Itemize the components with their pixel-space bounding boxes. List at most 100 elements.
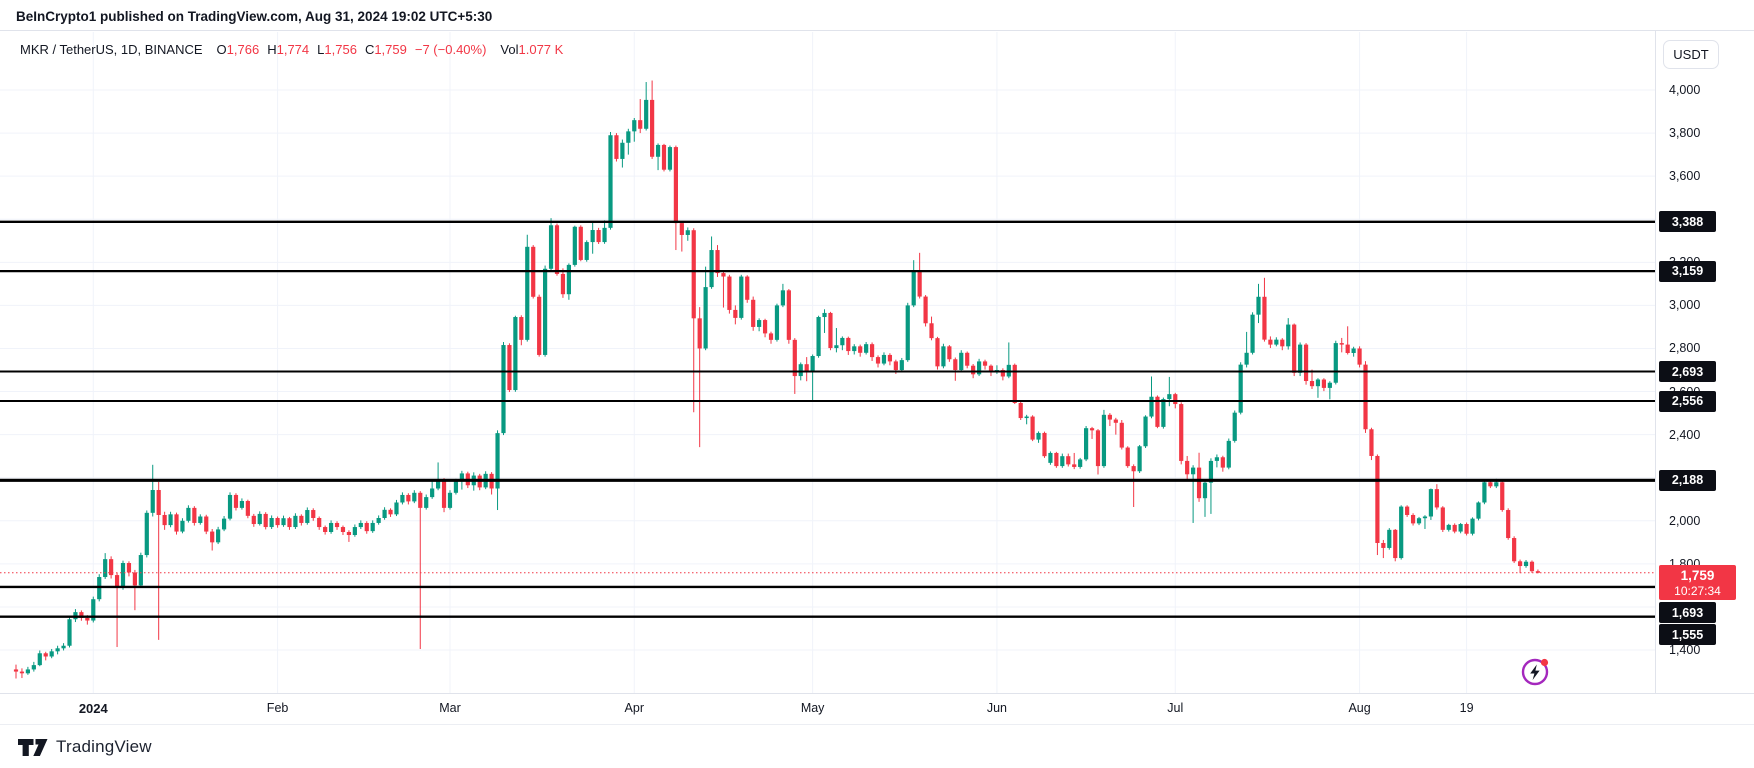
candle-body [299, 515, 304, 523]
candle-body [1143, 416, 1148, 447]
candle-body [691, 230, 696, 319]
candle-body [340, 527, 346, 533]
bar-countdown: 10:27:34 [1674, 584, 1721, 598]
candle-body [590, 230, 595, 243]
candle-body [1054, 452, 1059, 467]
symbol-title: MKR / TetherUS, 1D, BINANCE [20, 41, 203, 57]
candle-body [1422, 516, 1428, 519]
candle-body [537, 296, 542, 355]
candle-body [929, 323, 934, 339]
candle-body [186, 507, 191, 521]
candle-body [61, 645, 66, 649]
candle-body [1494, 482, 1499, 487]
time-axis-label-jun: Jun [986, 701, 1007, 715]
candle-body [1268, 339, 1273, 345]
candle-body [328, 522, 334, 533]
candle-body [953, 359, 958, 371]
candle-body [965, 352, 970, 366]
candle-body [507, 345, 512, 391]
candle-body [1357, 348, 1362, 365]
candle-body [1369, 429, 1374, 456]
level-price-tag: 2,693 [1659, 361, 1716, 383]
candle-body [103, 559, 108, 578]
candle-body [358, 522, 363, 528]
currency-toggle-button[interactable]: USDT [1663, 40, 1719, 69]
tradingview-logo[interactable]: TradingView [18, 737, 152, 757]
candle-body [638, 120, 643, 129]
candle-body [774, 305, 780, 340]
candle-body [899, 360, 904, 371]
candle-body [1078, 459, 1083, 467]
candle-body [287, 518, 292, 528]
legend-h: H1,774 [267, 41, 310, 57]
candle-body [269, 517, 274, 528]
candle-body [37, 653, 42, 666]
candle-body [233, 494, 239, 508]
candle-body [804, 364, 809, 373]
candle-body [762, 320, 768, 334]
time-axis[interactable]: 2024 Feb Mar Apr May Jun Jul Aug 19 [0, 693, 1754, 725]
candle-body [560, 273, 566, 295]
candle-body [548, 225, 554, 269]
candle-body [311, 510, 316, 518]
candle-body [1339, 343, 1344, 345]
candle-body [935, 338, 940, 367]
candle-body [667, 147, 673, 170]
candle-body [780, 290, 786, 306]
candle-body [1375, 455, 1380, 543]
candle-body [1309, 381, 1315, 387]
candle-body [263, 513, 268, 528]
candle-body [959, 352, 964, 371]
publish-header: BeInCrypto1 published on TradingView.com… [16, 9, 493, 24]
candle-body [757, 320, 762, 327]
candle-body [1262, 296, 1267, 340]
candle-body [1072, 464, 1077, 467]
candle-body [275, 517, 280, 526]
candle-body [947, 346, 952, 360]
candle-body [495, 433, 500, 489]
price-tick-label: 3,800 [1669, 126, 1701, 141]
candle-body [988, 365, 994, 373]
candle-body [25, 669, 30, 674]
level-price-tag: 2,188 [1659, 469, 1716, 491]
candle-body [1440, 507, 1445, 530]
candle-body [1428, 489, 1434, 517]
candle-body [810, 356, 815, 373]
candle-body [1446, 524, 1451, 530]
candle-body [768, 333, 774, 340]
candle-body [1488, 482, 1493, 487]
candle-body [792, 339, 797, 377]
level-price-tag: 3,388 [1659, 211, 1716, 233]
candle-body [1125, 447, 1130, 467]
candle-body [1458, 524, 1463, 532]
candle-body [620, 142, 625, 159]
candle-body [1167, 394, 1172, 400]
candle-body [412, 492, 417, 502]
candle-body [887, 354, 893, 362]
candle-body [1274, 339, 1279, 345]
time-axis-label-mar: Mar [439, 701, 461, 715]
flash-notification-icon[interactable] [1520, 656, 1552, 688]
price-axis[interactable]: USDT 4,0003,8003,6003,2003,0002,8002,600… [1655, 30, 1754, 693]
time-axis-label-19: 19 [1459, 701, 1474, 715]
candle-body [293, 515, 298, 528]
candle-body [709, 250, 714, 288]
candle-body [352, 527, 357, 536]
candle-body [79, 612, 84, 618]
candle-body [114, 575, 120, 587]
candle-body [138, 555, 143, 586]
candle-body [221, 518, 227, 530]
candle-body [1482, 482, 1487, 503]
candle-body [584, 242, 589, 260]
candle-body [198, 516, 203, 523]
candle-body [578, 226, 583, 260]
candle-body [1517, 561, 1523, 567]
price-tick-label: 1,400 [1669, 643, 1701, 658]
level-price-tag: 2,556 [1659, 390, 1716, 412]
candle-body [697, 318, 702, 349]
candle-body [204, 516, 209, 532]
candle-body [572, 226, 577, 265]
candle-body [192, 507, 197, 523]
candle-body [376, 517, 381, 523]
